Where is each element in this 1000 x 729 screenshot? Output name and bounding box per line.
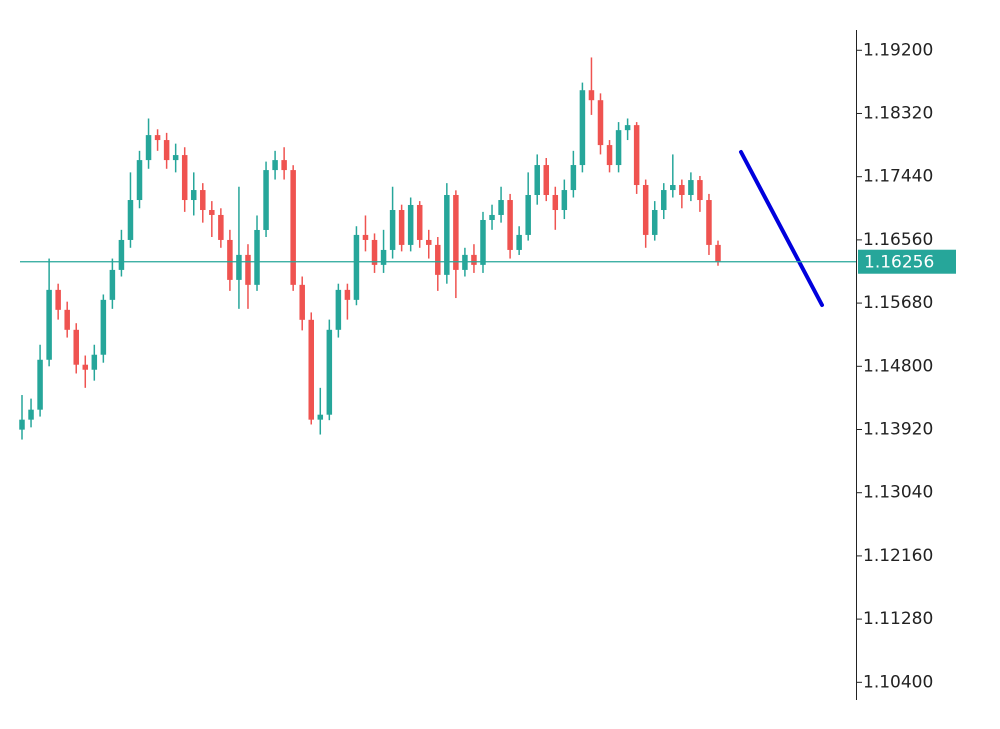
y-tick-label: 1.13040 xyxy=(863,483,933,503)
candle-body xyxy=(145,135,152,161)
y-tick-label: 1.14800 xyxy=(863,356,933,376)
candle-body xyxy=(209,210,215,215)
candle-body xyxy=(64,309,70,330)
candle-body xyxy=(670,185,676,191)
y-tick-label: 1.13920 xyxy=(863,419,933,439)
candle-body xyxy=(688,180,694,195)
candle-body xyxy=(633,125,640,186)
trend-line[interactable] xyxy=(739,150,824,307)
candle-body xyxy=(344,289,351,300)
candle-body xyxy=(254,229,260,285)
candle-body xyxy=(597,100,604,146)
candle-body xyxy=(389,210,396,250)
candle-body xyxy=(172,155,179,161)
candle-body xyxy=(136,160,143,201)
candle-body xyxy=(91,354,98,370)
y-tick-label: 1.18320 xyxy=(863,103,933,123)
candle-body xyxy=(398,210,405,245)
candle-body xyxy=(127,200,134,240)
candle-body xyxy=(362,234,369,240)
candle-body xyxy=(190,190,197,201)
candle-body xyxy=(335,289,342,330)
candle-body xyxy=(109,269,116,300)
candle-body xyxy=(615,130,622,166)
y-tick-label: 1.16560 xyxy=(863,230,933,250)
candle-body xyxy=(579,90,586,166)
candle-body xyxy=(552,194,559,211)
candle-body xyxy=(489,214,495,220)
candle-body xyxy=(570,165,577,191)
candle-body xyxy=(28,409,34,420)
candle-body xyxy=(55,289,61,310)
candle-body xyxy=(715,244,721,262)
y-tick-label: 1.10400 xyxy=(863,672,933,692)
candle-body xyxy=(371,239,378,265)
candle-body xyxy=(407,204,414,245)
candle-body xyxy=(263,170,269,230)
candle-body xyxy=(118,239,125,270)
candle-body xyxy=(498,200,504,215)
candle-body xyxy=(525,194,531,235)
candle-body xyxy=(426,239,432,245)
candle-body xyxy=(236,254,242,280)
candle-body xyxy=(200,190,206,211)
candle-body xyxy=(706,200,712,245)
candle-body xyxy=(245,254,251,285)
candle-body xyxy=(163,140,170,161)
candle-body xyxy=(606,145,613,166)
candle-body xyxy=(462,254,468,270)
y-tick-label: 1.19200 xyxy=(863,40,933,60)
last-price-label: 1.16256 xyxy=(864,253,934,273)
candle-body xyxy=(444,194,450,275)
candle-body xyxy=(37,359,43,410)
candle-body xyxy=(435,244,441,275)
candle-body xyxy=(453,194,459,270)
candle-body xyxy=(317,414,324,420)
candle-body xyxy=(561,190,568,211)
candle-body xyxy=(679,185,685,195)
candle-body xyxy=(624,125,631,131)
candle-body xyxy=(281,160,287,171)
last-price-box xyxy=(858,249,956,274)
y-tick-label: 1.12160 xyxy=(863,546,933,566)
candle-body xyxy=(543,165,550,195)
candle-body xyxy=(227,239,233,280)
y-tick-label: 1.17440 xyxy=(863,167,933,187)
candle-body xyxy=(507,200,513,250)
candle-body xyxy=(588,90,595,101)
candle-body xyxy=(661,190,667,211)
candle-body xyxy=(19,419,25,430)
candle-body xyxy=(299,284,305,320)
candle-body xyxy=(100,299,107,355)
candle-body xyxy=(290,170,296,285)
candle-body xyxy=(380,249,387,265)
candle-body xyxy=(516,234,522,250)
candle-body xyxy=(308,319,314,420)
candle-body xyxy=(73,329,79,365)
candle-body xyxy=(480,219,486,265)
candle-body xyxy=(471,254,477,265)
candle-body xyxy=(154,135,161,141)
y-tick-label: 1.15680 xyxy=(863,293,933,313)
candle-body xyxy=(82,364,89,370)
candle-body xyxy=(697,180,703,201)
candle-body xyxy=(416,204,423,240)
candle-body xyxy=(642,185,649,235)
candle-body xyxy=(272,160,278,171)
candle-body xyxy=(534,165,540,195)
candle-body xyxy=(353,234,360,300)
candle-body xyxy=(326,329,333,415)
candle-body xyxy=(218,214,224,240)
candle-body xyxy=(181,155,188,201)
candle-body xyxy=(46,289,52,360)
y-tick-label: 1.11280 xyxy=(863,609,933,629)
candle-body xyxy=(651,210,658,235)
